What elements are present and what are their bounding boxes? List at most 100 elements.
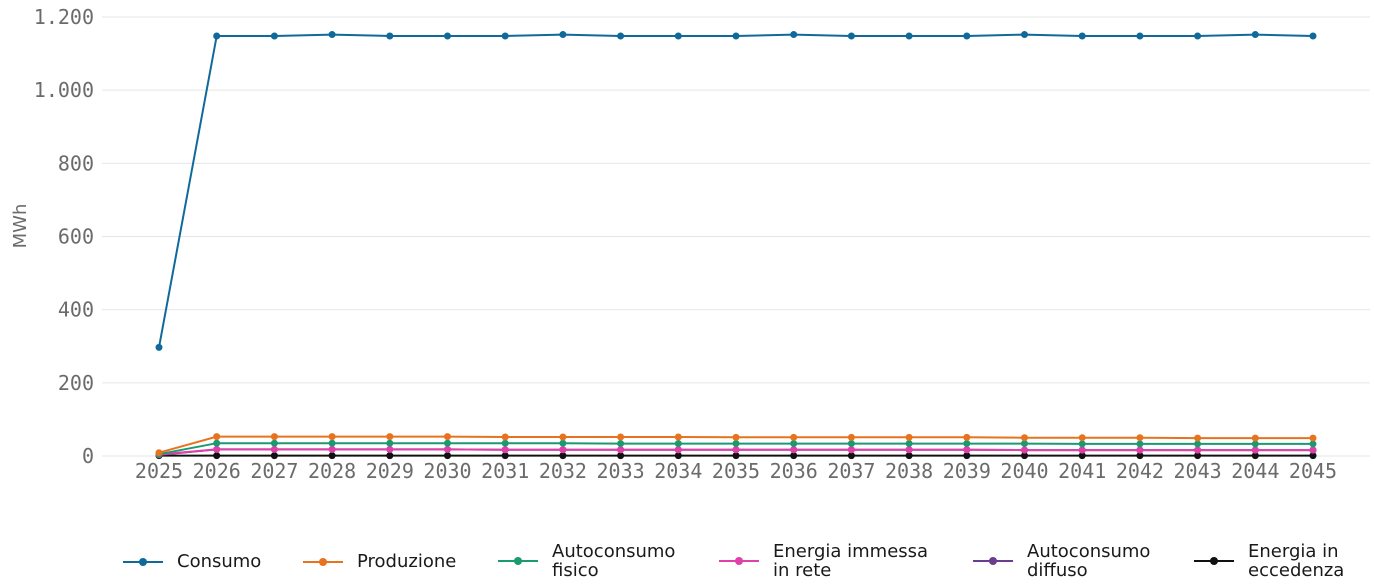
data-point (617, 32, 625, 40)
data-point (270, 452, 278, 460)
data-point (1078, 452, 1086, 460)
x-tick-label: 2028 (308, 459, 356, 483)
data-point (847, 32, 855, 40)
series-energia-in-eccedenza (155, 452, 1317, 460)
legend-item-energia-eccedenza[interactable]: Energia in eccedenza (1194, 542, 1344, 580)
x-tick-label: 2044 (1231, 459, 1279, 483)
data-point (1251, 31, 1259, 39)
data-point (559, 433, 567, 441)
chart-svg: 0 200 400 600 800 1.000 1.200 2025 2026 2027 2028… (10, 5, 1370, 483)
data-point (444, 439, 451, 447)
data-point (1309, 446, 1317, 454)
legend-dot (319, 557, 327, 566)
data-point (270, 433, 278, 441)
data-point (213, 445, 221, 453)
legend-label: Produzione (357, 551, 457, 572)
data-point (1021, 440, 1028, 448)
x-tick-label: 2029 (366, 459, 414, 483)
data-point (559, 446, 567, 454)
data-point (847, 440, 855, 448)
x-tick-label: 2034 (654, 459, 702, 483)
data-point (155, 449, 163, 457)
data-point (270, 445, 278, 453)
data-point (963, 446, 971, 454)
data-point (1021, 434, 1028, 442)
data-point (732, 446, 740, 454)
legend-swatch (719, 555, 759, 567)
data-point (790, 433, 798, 441)
legend-swatch (1194, 555, 1234, 567)
data-point (155, 343, 163, 351)
data-point (501, 433, 509, 441)
data-point (1021, 31, 1028, 39)
data-point (1194, 434, 1202, 442)
data-point (328, 433, 336, 441)
data-point (328, 452, 336, 460)
data-point (1136, 446, 1144, 454)
series-lines (155, 31, 1317, 460)
x-tick-label: 2035 (712, 459, 760, 483)
series-consumo (155, 31, 1317, 351)
x-tick-label: 2045 (1289, 459, 1337, 483)
data-point (905, 446, 913, 454)
x-tick-label: 2031 (481, 459, 529, 483)
data-point (732, 32, 740, 40)
x-tick-label: 2040 (1000, 459, 1048, 483)
data-point (386, 439, 394, 447)
data-point (386, 32, 394, 40)
data-point (501, 439, 509, 447)
data-point (1078, 434, 1086, 442)
data-point (270, 439, 278, 447)
data-point (617, 452, 625, 460)
legend-item-autoconsumo-fisico[interactable]: Autoconsumo fisico (498, 542, 675, 580)
data-point (501, 32, 509, 40)
y-tick-label: 600 (58, 225, 94, 249)
data-point (1078, 446, 1086, 454)
data-point (617, 433, 625, 441)
y-tick-label: 800 (58, 151, 94, 175)
x-tick-label: 2041 (1058, 459, 1106, 483)
data-point (1136, 434, 1144, 442)
y-tick-label: 400 (58, 298, 94, 322)
legend-swatch (303, 556, 343, 568)
legend-label: Autoconsumo fisico (552, 541, 676, 581)
data-point (501, 446, 509, 454)
series-autoconsumo-fisico (155, 439, 1317, 458)
data-point (732, 440, 740, 448)
data-point (674, 446, 682, 454)
legend-item-energia-immessa[interactable]: Energia immessa in rete (719, 542, 928, 580)
data-point (905, 452, 913, 460)
data-point (559, 31, 567, 39)
x-tick-label: 2032 (539, 459, 587, 483)
data-point (386, 452, 394, 460)
data-point (790, 452, 798, 460)
data-point (1021, 452, 1028, 460)
data-point (1194, 440, 1202, 448)
data-point (559, 452, 567, 460)
legend: Consumo Produzione Autoconsumo fisico En… (0, 540, 1374, 584)
data-point (617, 446, 625, 454)
data-point (1078, 32, 1086, 40)
legend-label: Energia immessa in rete (773, 541, 929, 581)
series-line (158, 33, 1314, 348)
y-tick-label: 1.000 (34, 78, 94, 102)
data-point (386, 445, 394, 453)
x-tick-label: 2036 (770, 459, 818, 483)
data-point (1194, 32, 1202, 40)
legend-item-autoconsumo-diffuso[interactable]: Autoconsumo diffuso (973, 542, 1150, 580)
legend-item-consumo[interactable]: Consumo (123, 552, 261, 571)
data-point (1136, 452, 1144, 460)
gridlines (102, 16, 1370, 457)
data-point (963, 433, 971, 441)
data-point (674, 440, 682, 448)
y-tick-label: 1.200 (34, 5, 94, 29)
data-point (501, 452, 509, 460)
data-point (963, 452, 971, 460)
legend-item-produzione[interactable]: Produzione (303, 552, 456, 571)
legend-dot (735, 557, 743, 565)
x-tick-label: 2037 (827, 459, 875, 483)
data-point (386, 433, 394, 441)
x-tick-label: 2038 (885, 459, 933, 483)
data-point (213, 32, 221, 40)
data-point (732, 452, 740, 460)
